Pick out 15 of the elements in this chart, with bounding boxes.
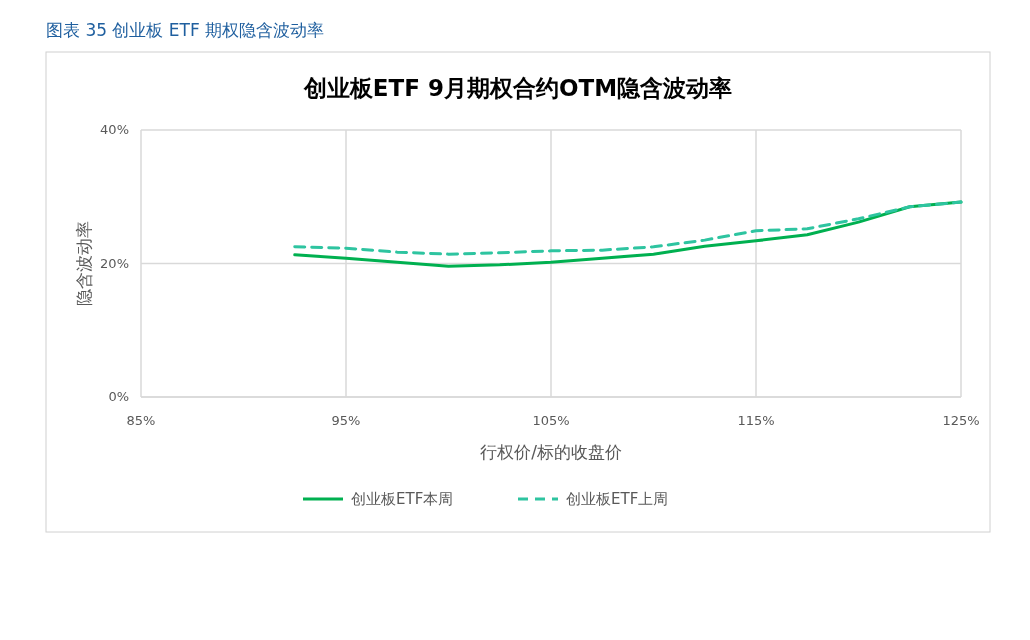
y-tick-label: 0% — [108, 389, 129, 404]
legend-label: 创业板ETF本周 — [351, 490, 454, 508]
legend-label: 创业板ETF上周 — [566, 490, 669, 508]
x-tick-label: 125% — [942, 413, 980, 428]
y-axis-title: 隐含波动率 — [74, 221, 94, 306]
x-tick-label: 85% — [126, 413, 156, 428]
x-axis-title: 行权价/标的收盘价 — [480, 442, 622, 462]
text: 图表 35 创业板 ETF 期权隐含波动率 — [46, 20, 325, 40]
chart-title: 创业板ETF 9月期权合约OTM隐含波动率 — [302, 75, 733, 101]
x-tick-label: 105% — [532, 413, 570, 428]
x-tick-label: 115% — [737, 413, 775, 428]
y-tick-label: 20% — [100, 255, 129, 271]
x-tick-label: 95% — [331, 413, 361, 428]
line-series — [293, 200, 963, 256]
y-tick-label: 40% — [100, 122, 129, 137]
